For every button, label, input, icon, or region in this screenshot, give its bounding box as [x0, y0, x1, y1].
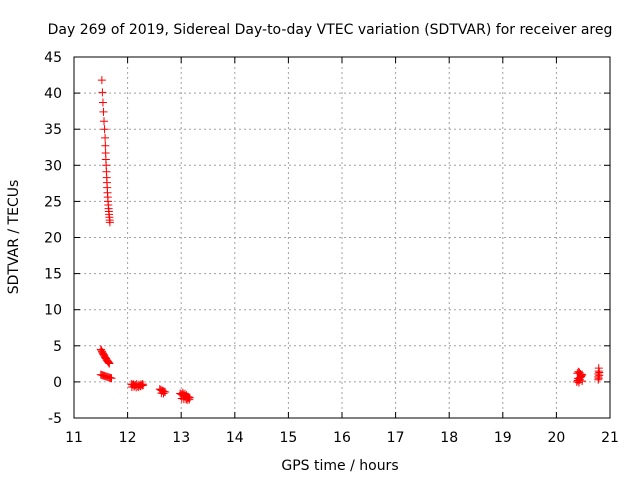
y-tick-label: 0 [53, 375, 62, 391]
y-tick-label: 5 [53, 339, 62, 355]
data-point [179, 390, 188, 399]
data-series [594, 364, 604, 384]
data-point [104, 358, 113, 367]
x-tick-label: 21 [601, 430, 619, 446]
data-point [155, 385, 164, 394]
data-series [127, 380, 148, 392]
x-tick-label: 17 [387, 430, 405, 446]
data-point [573, 369, 582, 378]
data-point [184, 394, 193, 403]
data-points [96, 76, 604, 404]
data-point [138, 380, 147, 389]
x-tick-label: 19 [494, 430, 512, 446]
data-point [105, 359, 114, 368]
data-point [161, 388, 170, 397]
data-point [574, 378, 583, 387]
data-point [573, 374, 582, 383]
data-series [96, 370, 116, 383]
y-tick-label: 40 [44, 86, 62, 102]
data-point [97, 76, 106, 85]
x-tick-label: 11 [65, 430, 83, 446]
data-point [100, 125, 109, 134]
x-tick-labels: 11 12 13 14 15 16 17 18 19 20 21 [65, 430, 619, 446]
x-tick-label: 16 [333, 430, 351, 446]
x-tick-label: 14 [226, 430, 244, 446]
y-tick-labels: -5 0 5 10 15 20 25 30 35 40 45 [44, 50, 62, 427]
y-tick-label: -5 [48, 411, 62, 427]
data-point [101, 141, 110, 150]
data-point [105, 218, 114, 227]
x-tick-label: 15 [279, 430, 297, 446]
grid-lines [74, 57, 610, 418]
data-point [97, 346, 106, 355]
data-point [101, 133, 110, 142]
data-point [577, 372, 586, 381]
x-axis-label: GPS time / hours [281, 458, 398, 474]
data-point [182, 394, 191, 403]
data-series [176, 388, 194, 404]
data-point [185, 395, 194, 404]
data-point [100, 117, 109, 126]
x-tick-label: 13 [172, 430, 190, 446]
data-point [134, 382, 143, 391]
y-tick-label: 10 [44, 303, 62, 319]
data-point [595, 371, 604, 380]
x-tick-label: 12 [119, 430, 137, 446]
plot-frame [73, 56, 611, 419]
data-point [98, 98, 107, 107]
chart-title: Day 269 of 2019, Sidereal Day-to-day VTE… [48, 22, 613, 38]
y-tick-label: 30 [44, 158, 62, 174]
x-tick-label: 18 [440, 430, 458, 446]
data-point [107, 374, 116, 383]
data-point [99, 107, 108, 116]
x-tick-label: 20 [547, 430, 565, 446]
y-axis-label: SDTVAR / TECUs [6, 180, 22, 295]
data-series [155, 385, 170, 398]
y-tick-label: 20 [44, 231, 62, 247]
data-point [578, 377, 587, 386]
y-tick-label: 35 [44, 122, 62, 138]
data-point [159, 389, 168, 398]
data-point [136, 382, 145, 391]
data-point [98, 88, 107, 97]
data-point [104, 358, 113, 367]
data-point [594, 364, 603, 373]
data-point [180, 389, 189, 398]
data-point [178, 388, 187, 397]
data-series [97, 76, 114, 227]
data-point [103, 357, 112, 366]
data-series [96, 345, 114, 368]
y-tick-label: 45 [44, 50, 62, 66]
data-series [572, 367, 587, 387]
y-tick-label: 15 [44, 267, 62, 283]
data-point [574, 367, 583, 376]
y-tick-label: 25 [44, 194, 62, 210]
